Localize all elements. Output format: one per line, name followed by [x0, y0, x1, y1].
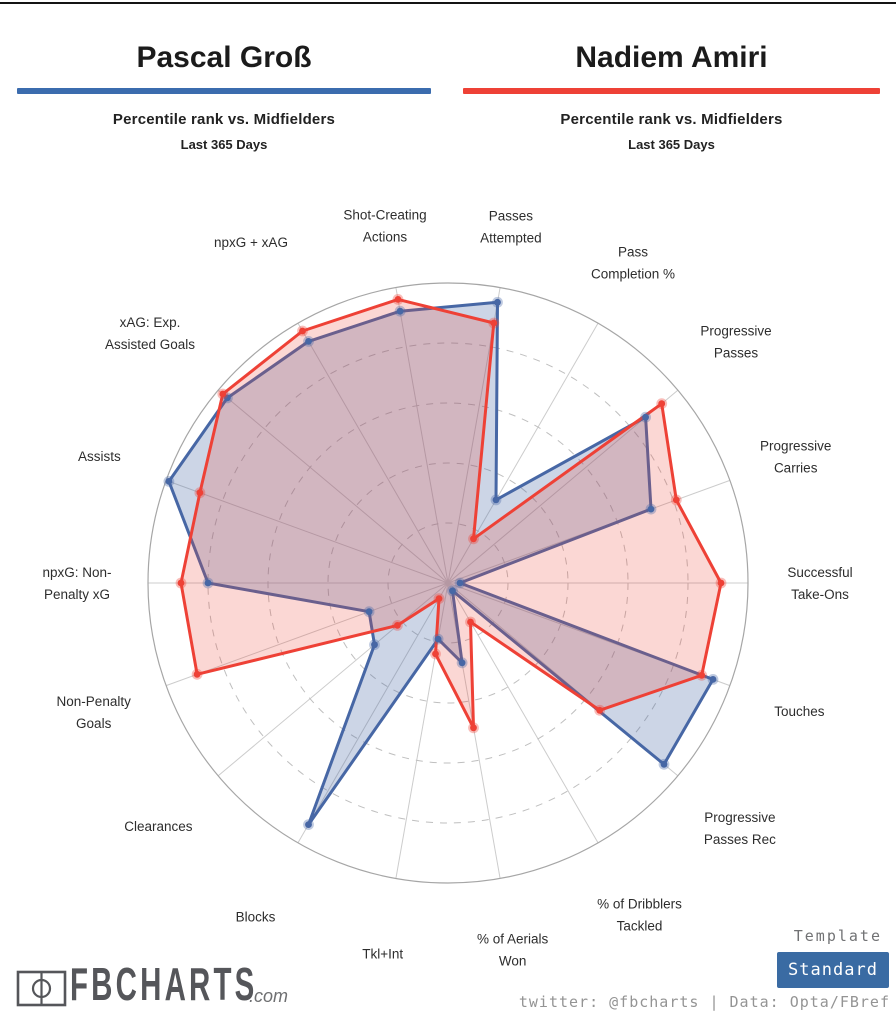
axis-label: Blocks — [236, 909, 276, 924]
axis-label: npxG + xAG — [214, 234, 288, 249]
data-point — [396, 307, 404, 315]
axis-label: Tkl+Int — [362, 946, 403, 961]
series-polygon-right-player — [179, 297, 723, 730]
data-point — [165, 478, 173, 485]
data-point — [596, 706, 604, 714]
axis-label: Pass Completion % — [591, 244, 675, 281]
axis-label: Progressive Passes Rec — [704, 809, 776, 846]
axis-label: Non-Penalty Goals — [57, 693, 132, 730]
template-label: Template — [793, 927, 882, 945]
player-header-right: Nadiem Amiri Percentile rank vs. Midfiel… — [463, 36, 880, 152]
data-point — [434, 635, 442, 643]
data-point — [642, 413, 649, 421]
credits-text: twitter: @fbcharts | Data: Opta/FBref — [518, 993, 890, 1011]
axis-label: Touches — [774, 703, 825, 718]
radar-spoke — [447, 389, 679, 584]
data-point — [658, 400, 666, 408]
data-point — [432, 650, 439, 658]
data-point — [470, 724, 477, 732]
data-point — [193, 670, 201, 678]
player-name-right: Nadiem Amiri — [575, 41, 768, 74]
data-point — [492, 496, 500, 504]
axis-label: npxG: Non-Penalty xG — [42, 565, 111, 602]
fbcharts-logo-suffix: .com — [249, 986, 289, 1006]
axis-label: Clearances — [124, 819, 193, 834]
data-point — [709, 676, 717, 683]
data-point — [204, 579, 212, 587]
axis-label: Passes Attempted — [480, 208, 542, 245]
radar-gridline-40 — [327, 462, 569, 704]
axis-label: Assists — [78, 449, 121, 464]
data-point — [224, 394, 231, 402]
fbcharts-logo-text: FBCHARTS — [70, 958, 258, 1010]
data-point — [365, 608, 373, 616]
data-point — [394, 622, 401, 629]
data-point — [305, 821, 312, 828]
axis-label: % of Dribblers Tackled — [597, 896, 682, 933]
data-point — [371, 641, 378, 649]
data-point — [717, 579, 725, 587]
data-point — [490, 319, 498, 327]
player-period-right: Last 365 Days — [628, 137, 715, 152]
radar-spoke — [217, 389, 449, 584]
radar-spoke — [447, 582, 599, 844]
data-point — [672, 496, 680, 504]
axis-label: Successful Take-Ons — [787, 565, 852, 602]
data-point — [394, 296, 402, 303]
top-rule — [0, 2, 896, 4]
axis-label: % of Aerials Won — [477, 931, 549, 968]
template-standard-button[interactable]: Standard — [777, 952, 889, 988]
axis-label: Shot-Creating Actions — [343, 207, 426, 244]
radar-spoke — [165, 479, 449, 584]
player-accent-bar-right — [463, 88, 880, 94]
data-point — [449, 587, 456, 595]
radar-spoke — [395, 287, 449, 584]
player-subtitle-right: Percentile rank vs. Midfielders — [560, 111, 783, 128]
data-point — [435, 595, 443, 602]
radar-spoke — [297, 582, 449, 844]
player-accent-bar-left — [17, 88, 431, 94]
fbcharts-logo-icon — [16, 970, 67, 1007]
data-point — [647, 505, 655, 513]
data-point — [458, 659, 466, 667]
player-subtitle-left: Percentile rank vs. Midfielders — [112, 111, 336, 128]
radar-gridline-80 — [207, 342, 689, 824]
radar-gridline-20 — [387, 522, 509, 644]
data-point — [494, 298, 501, 306]
radar-spoke — [217, 582, 449, 777]
player-name-left: Pascal Groß — [136, 41, 312, 74]
data-point — [219, 390, 227, 398]
axis-label: xAG: Exp. Assisted Goals — [105, 315, 195, 352]
data-point — [698, 671, 706, 679]
data-point — [305, 338, 312, 345]
radar-outer-circle — [147, 282, 749, 884]
player-header-left: Pascal Groß Percentile rank vs. Midfield… — [17, 36, 431, 152]
data-point — [470, 535, 477, 543]
data-point — [456, 579, 464, 587]
data-point — [660, 760, 668, 768]
data-point — [467, 618, 474, 626]
data-point — [299, 327, 306, 335]
player-period-left: Last 365 Days — [180, 137, 268, 152]
radar-gridline-60 — [267, 402, 629, 764]
radar-spoke — [395, 582, 449, 879]
radar-spoke — [297, 322, 449, 584]
data-point — [196, 489, 204, 497]
axis-label: Progressive Passes — [700, 323, 771, 360]
data-point — [177, 579, 185, 587]
radar-spoke — [165, 582, 449, 687]
axis-label: Progressive Carries — [760, 438, 831, 475]
